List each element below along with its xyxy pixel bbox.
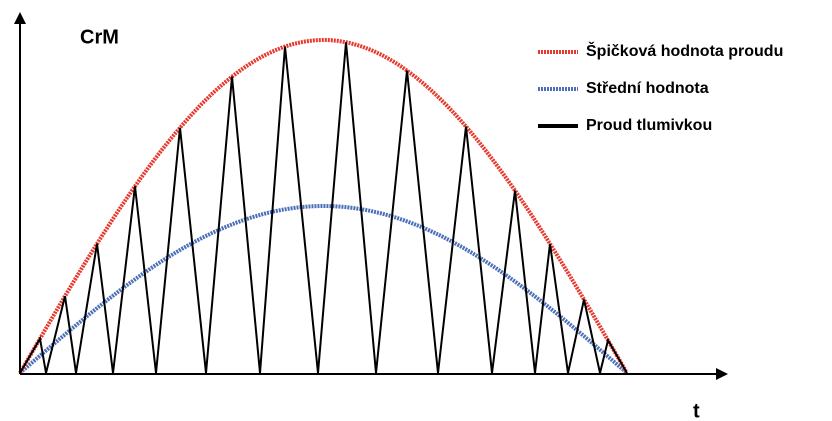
waveforms — [18, 38, 628, 375]
x-axis-label: t — [693, 400, 700, 421]
legend: Špičková hodnota proudu Střední hodnota Pr… — [538, 41, 783, 134]
red-curve — [18, 38, 628, 374]
legend-label: Střední hodnota — [586, 80, 709, 97]
legend-label: Proud tlumivkou — [586, 117, 712, 134]
legend-label: Špičková hodnota proudu — [586, 41, 783, 60]
y-axis-label: CrM — [80, 26, 119, 48]
blue-curve — [18, 204, 628, 375]
